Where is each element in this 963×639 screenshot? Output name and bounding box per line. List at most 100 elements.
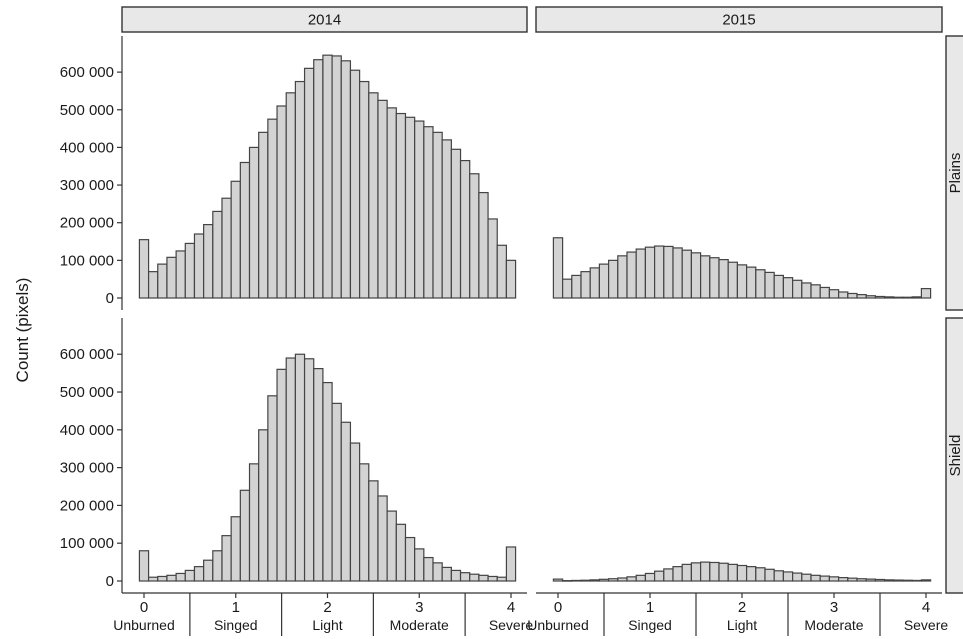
histogram-bar bbox=[359, 80, 370, 299]
histogram-bar bbox=[920, 287, 932, 299]
histogram-bar bbox=[340, 421, 352, 582]
histogram-bar bbox=[230, 180, 241, 299]
histogram-bar bbox=[239, 161, 251, 299]
histogram-bar bbox=[607, 578, 619, 582]
histogram-bar bbox=[874, 295, 886, 299]
severity-class-label: Singed bbox=[628, 617, 672, 633]
histogram-bar bbox=[828, 576, 840, 582]
severity-class-label: Moderate bbox=[804, 617, 863, 633]
histogram-bar bbox=[847, 577, 858, 582]
histogram-bar bbox=[810, 284, 821, 299]
x-tick-label: 0 bbox=[140, 599, 148, 616]
histogram-bar bbox=[441, 139, 452, 299]
histogram-bar bbox=[626, 251, 637, 299]
histogram-bar bbox=[505, 546, 517, 582]
histogram-bar bbox=[459, 572, 471, 582]
histogram-bar bbox=[147, 576, 159, 582]
row-strip-plains bbox=[945, 35, 963, 311]
histogram-bar bbox=[681, 249, 693, 299]
histogram-bar bbox=[653, 245, 665, 299]
histogram-bar bbox=[653, 570, 665, 582]
histogram-bar bbox=[589, 267, 601, 299]
histogram-bar bbox=[745, 266, 757, 299]
x-tick-label: 2 bbox=[323, 599, 331, 616]
x-tick-label: 1 bbox=[232, 599, 240, 616]
x-tick-label: 0 bbox=[554, 599, 562, 616]
histogram-bar bbox=[865, 578, 877, 582]
histogram-bar bbox=[193, 566, 205, 582]
histogram-bar bbox=[552, 237, 564, 299]
histogram-bar bbox=[285, 357, 296, 582]
histogram-bar bbox=[755, 269, 766, 299]
histogram-bar bbox=[580, 271, 591, 299]
y-tick-label: 500 000 bbox=[60, 384, 114, 401]
x-tick-label: 3 bbox=[830, 599, 838, 616]
row-strips: Plains Shield bbox=[945, 35, 963, 594]
histogram-bar bbox=[598, 578, 610, 582]
histogram-bar bbox=[718, 259, 729, 299]
histogram-bar bbox=[404, 116, 416, 299]
histogram-bar bbox=[902, 296, 913, 299]
histogram-bar bbox=[138, 550, 150, 582]
histogram-bar bbox=[791, 279, 803, 299]
histogram-bar bbox=[617, 577, 628, 582]
histogram-bar bbox=[166, 574, 177, 582]
y-axes: 0 100 000 200 000 300 000 400 000 500 000 600 … bbox=[60, 36, 123, 593]
histogram-bar bbox=[377, 495, 388, 582]
y-axis-plains: 0 100 000 200 000 300 000 400 000 500 000 600 … bbox=[60, 36, 123, 310]
histogram-bar bbox=[598, 263, 610, 299]
x-tick-label: 2 bbox=[738, 599, 746, 616]
histogram-bar bbox=[617, 255, 628, 299]
histogram-bar bbox=[340, 60, 352, 299]
histogram-bar bbox=[893, 579, 904, 582]
y-tick-label: 600 000 bbox=[60, 346, 114, 363]
histogram-bar bbox=[773, 274, 785, 299]
histogram-bar bbox=[883, 296, 895, 299]
y-tick-label: 500 000 bbox=[60, 102, 114, 119]
histogram-bar bbox=[496, 576, 508, 582]
histogram-bar bbox=[764, 271, 775, 299]
histogram-bar bbox=[248, 146, 260, 299]
histogram-bar bbox=[764, 568, 775, 582]
histogram-bar bbox=[294, 80, 306, 299]
histogram-bar bbox=[672, 566, 683, 582]
severity-class-label: Singed bbox=[214, 617, 258, 633]
histogram-bar bbox=[874, 578, 886, 582]
panel-2014-shield bbox=[138, 353, 517, 582]
histogram-bar bbox=[212, 550, 223, 582]
histogram-bar bbox=[377, 99, 388, 299]
histogram-bar bbox=[819, 286, 831, 299]
histogram-bar bbox=[276, 105, 287, 299]
histogram-bar bbox=[432, 131, 443, 299]
y-axis-title: Count (pixels) bbox=[13, 278, 32, 383]
histogram-bar bbox=[828, 289, 840, 299]
severity-class-label: Severe bbox=[489, 617, 534, 633]
histogram-bar bbox=[571, 579, 582, 582]
histogram-bar bbox=[801, 282, 812, 299]
histogram-bar bbox=[672, 247, 683, 299]
histogram-bar bbox=[166, 256, 177, 299]
histogram-panels bbox=[138, 54, 932, 582]
column-strips: 2014 2015 bbox=[121, 6, 943, 33]
histogram-bar bbox=[663, 245, 674, 299]
histogram-bar bbox=[450, 569, 462, 582]
histogram-bar bbox=[386, 107, 397, 299]
histogram-bar bbox=[212, 210, 223, 299]
histogram-bar bbox=[459, 159, 471, 299]
histogram-bar bbox=[404, 536, 416, 582]
x-tick-label: 3 bbox=[415, 599, 423, 616]
histogram-bar bbox=[681, 563, 693, 582]
histogram-bar bbox=[552, 578, 564, 582]
severity-class-label: Light bbox=[727, 617, 757, 633]
histogram-bar bbox=[727, 261, 739, 299]
row-strip-shield bbox=[945, 317, 963, 594]
y-tick-label: 200 000 bbox=[60, 215, 114, 232]
x-tick-label: 4 bbox=[507, 599, 515, 616]
histogram-bar bbox=[313, 367, 324, 582]
histogram-bar bbox=[276, 368, 287, 582]
histogram-bar bbox=[856, 578, 867, 582]
histogram-bar bbox=[184, 242, 196, 299]
histogram-bar bbox=[736, 564, 748, 582]
histogram-bar bbox=[893, 296, 904, 299]
histogram-bar bbox=[423, 556, 434, 582]
